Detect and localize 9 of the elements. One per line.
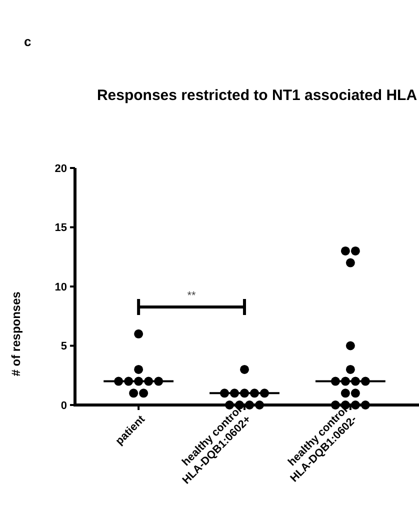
annotation: ** xyxy=(187,290,197,302)
y-tick-label: 15 xyxy=(54,222,67,234)
text: c xyxy=(24,34,32,49)
y-axis-title: # of responses xyxy=(9,291,23,376)
y-tick-label: 0 xyxy=(60,400,67,412)
y-tick-label: 10 xyxy=(54,281,67,294)
y-tick-label: 20 xyxy=(54,162,67,175)
chart-title: Responses restricted to NT1 associated HLA xyxy=(96,87,418,104)
y-tick-label: 5 xyxy=(60,340,67,353)
